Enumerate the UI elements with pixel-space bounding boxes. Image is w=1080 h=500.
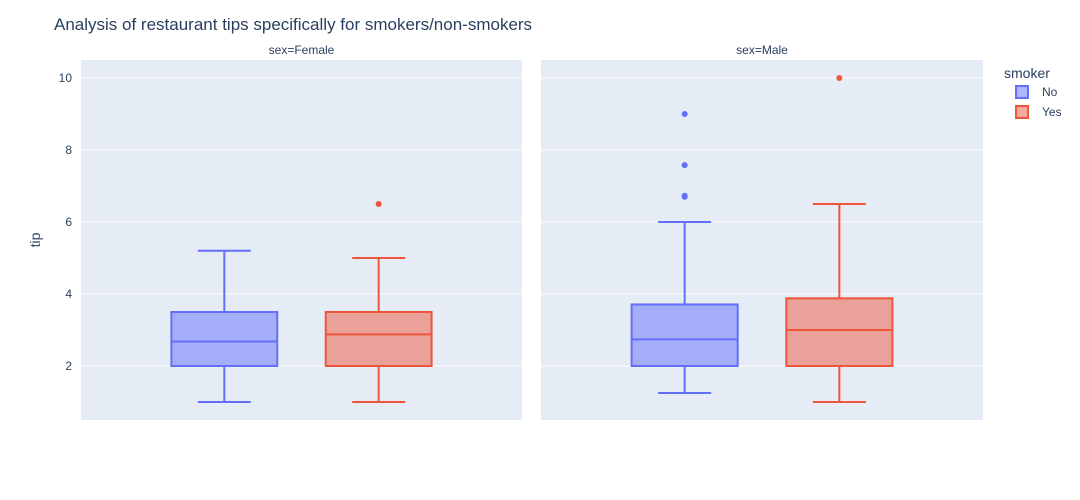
facet-panel-2: sex=Male bbox=[541, 43, 983, 420]
legend-item-yes[interactable]: Yes bbox=[1015, 105, 1062, 119]
box-iqr bbox=[170, 311, 279, 367]
plot-background bbox=[81, 60, 522, 420]
legend-swatch bbox=[1015, 85, 1029, 99]
box-no-2[interactable] bbox=[630, 111, 739, 394]
box-yes-2[interactable] bbox=[785, 75, 894, 403]
chart-title: Analysis of restaurant tips specifically… bbox=[54, 15, 532, 34]
facet-panel-1: sex=Female bbox=[81, 43, 522, 420]
legend-item-no[interactable]: No bbox=[1015, 85, 1058, 99]
y-tick-label: 2 bbox=[65, 359, 72, 373]
facet-label: sex=Male bbox=[736, 43, 788, 57]
legend[interactable]: smoker No Yes bbox=[1004, 65, 1062, 119]
outlier-point[interactable] bbox=[375, 201, 382, 207]
y-tick-label: 8 bbox=[65, 143, 72, 157]
box-no-1[interactable] bbox=[170, 249, 279, 403]
outlier-point[interactable] bbox=[836, 75, 843, 81]
y-axis: 2 4 6 8 10 bbox=[59, 71, 73, 373]
y-tick-label: 4 bbox=[65, 287, 72, 301]
legend-label: Yes bbox=[1042, 105, 1062, 119]
box-iqr bbox=[630, 303, 739, 368]
outlier-point[interactable] bbox=[681, 162, 688, 169]
box-yes-1[interactable] bbox=[324, 201, 433, 403]
outlier-point[interactable] bbox=[681, 192, 688, 199]
facet-panels: sex=Female sex=Male bbox=[81, 43, 983, 420]
legend-swatch bbox=[1015, 105, 1029, 119]
legend-label: No bbox=[1042, 85, 1058, 99]
box-iqr bbox=[324, 311, 433, 367]
y-axis-title: tip bbox=[27, 232, 43, 247]
legend-title: smoker bbox=[1004, 65, 1050, 81]
outlier-point[interactable] bbox=[681, 111, 688, 117]
facet-label: sex=Female bbox=[269, 43, 335, 57]
plot-background bbox=[541, 60, 983, 420]
box-iqr bbox=[785, 297, 894, 368]
y-tick-label: 10 bbox=[59, 71, 73, 85]
y-tick-label: 6 bbox=[65, 215, 72, 229]
